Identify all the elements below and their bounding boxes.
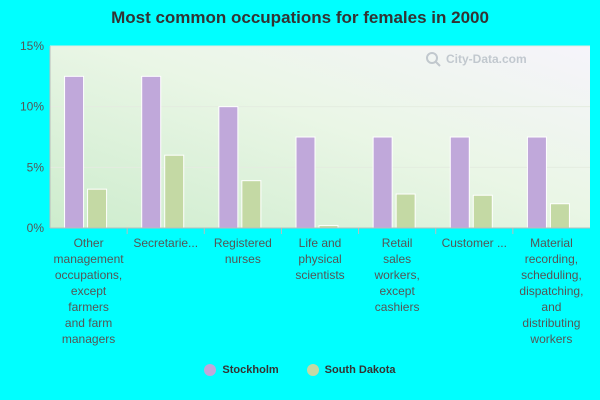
legend-swatch <box>306 364 319 376</box>
bar-south-dakota[interactable] <box>87 188 108 229</box>
y-tick-label: 15% <box>20 39 44 53</box>
watermark-text: City-Data.com <box>446 52 527 66</box>
bar-stockholm[interactable] <box>218 106 239 229</box>
grid-layer <box>50 45 590 168</box>
bar-stockholm[interactable] <box>64 75 85 229</box>
search-icon-handle <box>434 60 441 67</box>
watermark: City-Data.com <box>426 52 527 67</box>
y-tick-label: 10% <box>20 100 44 114</box>
legend-label: Stockholm <box>222 364 279 376</box>
bar-stockholm[interactable] <box>526 136 547 229</box>
plot-area <box>50 46 590 228</box>
legend-item: Stockholm <box>204 364 279 376</box>
legend-swatch <box>204 364 217 376</box>
legend-label: South Dakota <box>324 364 396 376</box>
bar-south-dakota[interactable] <box>395 193 416 229</box>
bar-south-dakota[interactable] <box>164 154 185 229</box>
chart-title: Most common occupations for females in 2… <box>111 8 489 27</box>
x-category-label: Life and physical scientists <box>295 236 344 282</box>
legend-item: South Dakota <box>306 364 396 376</box>
x-category-label: Registered nurses <box>214 236 272 266</box>
x-category-label: Customer ... <box>442 236 507 250</box>
bar-stockholm[interactable] <box>295 136 316 229</box>
y-tick-label: 5% <box>27 160 45 174</box>
axis-layer: 0% 5% 10% 15% Other management occupations, exc… <box>20 39 590 346</box>
y-tick-label: 0% <box>27 221 45 235</box>
x-category-label: Material recording, scheduling, dispatching… <box>519 236 583 346</box>
bar-south-dakota[interactable] <box>241 180 262 229</box>
bar-south-dakota[interactable] <box>549 203 570 229</box>
bar-layer <box>64 75 570 229</box>
legend: Stockholm South Dakota <box>0 364 600 376</box>
x-category-label: Retail sales workers, except cashiers <box>373 236 419 314</box>
x-category-label: Secretarie... <box>133 236 198 250</box>
x-category-label: Other management occupations, except farmers… <box>54 236 125 346</box>
bar-south-dakota[interactable] <box>472 194 493 229</box>
bar-stockholm[interactable] <box>141 75 162 229</box>
bar-stockholm[interactable] <box>372 136 393 229</box>
bar-stockholm[interactable] <box>449 136 470 229</box>
search-icon <box>426 52 438 64</box>
